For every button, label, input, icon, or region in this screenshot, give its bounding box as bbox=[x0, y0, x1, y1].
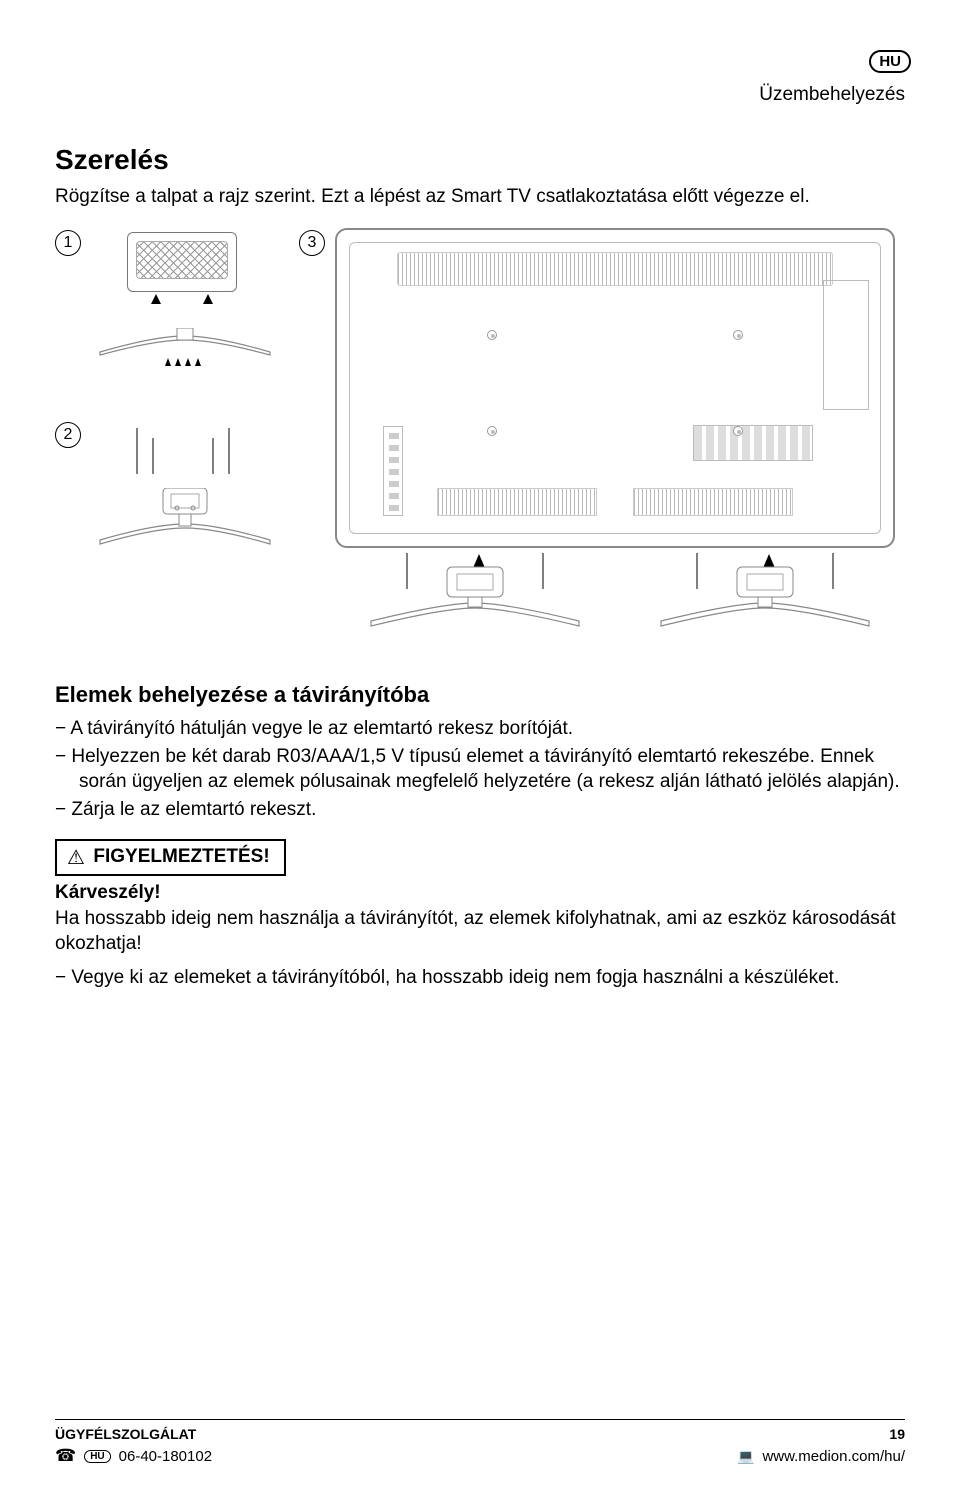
warning-triangle-icon: ⚠ bbox=[67, 845, 85, 870]
batteries-heading: Elemek behelyezése a távirányítóba bbox=[55, 682, 905, 708]
warning-action-list: Vegye ki az elemeket a távirányítóból, h… bbox=[55, 965, 905, 991]
arrow-up-icon bbox=[151, 294, 161, 304]
step-2-marker: 2 bbox=[55, 422, 81, 448]
footer-service-label: ÜGYFÉLSZOLGÁLAT bbox=[55, 1426, 196, 1442]
step2-alignment-lines bbox=[123, 428, 243, 474]
tv-stand-right bbox=[655, 553, 875, 633]
warning-box: ⚠ FIGYELMEZTETÉS! bbox=[55, 839, 286, 876]
step1-bracket-illustration bbox=[127, 232, 237, 292]
footer-url: www.medion.com/hu/ bbox=[762, 1448, 905, 1465]
language-badge: HU bbox=[869, 50, 911, 73]
page-header: HU Üzembehelyezés bbox=[55, 50, 905, 120]
phone-icon: ☎ bbox=[55, 1446, 76, 1466]
step-1-marker: 1 bbox=[55, 230, 81, 256]
warning-text: Ha hosszabb ideig nem használja a távirá… bbox=[55, 906, 905, 957]
step-3-marker: 3 bbox=[299, 230, 325, 256]
page-footer: ÜGYFÉLSZOLGÁLAT 19 ☎ HU 06-40-180102 💻 w… bbox=[55, 1419, 905, 1466]
laptop-icon: 💻 bbox=[737, 1448, 754, 1465]
warning-box-label: FIGYELMEZTETÉS! bbox=[93, 846, 269, 867]
list-item: Zárja le az elemtartó rekeszt. bbox=[55, 797, 905, 823]
tv-rear-illustration bbox=[335, 228, 895, 548]
list-item: Vegye ki az elemeket a távirányítóból, h… bbox=[55, 965, 905, 991]
arrow-up-icon bbox=[203, 294, 213, 304]
batteries-list: A távirányító hátulján vegye le az elemt… bbox=[55, 716, 905, 823]
assembly-heading: Szerelés bbox=[55, 144, 905, 176]
step2-stand-illustration bbox=[95, 488, 275, 548]
warning-headline: Kárveszély! bbox=[55, 882, 905, 904]
step1-screw-arrows bbox=[165, 358, 201, 366]
assembly-intro: Rögzítse a talpat a rajz szerint. Ezt a … bbox=[55, 186, 905, 208]
list-item: Helyezzen be két darab R03/AAA/1,5 V típ… bbox=[55, 744, 905, 795]
step1-stand-illustration bbox=[95, 328, 275, 358]
list-item: A távirányító hátulján vegye le az elemt… bbox=[55, 716, 905, 742]
country-code-badge: HU bbox=[84, 1450, 110, 1463]
page-number: 19 bbox=[889, 1426, 905, 1442]
assembly-diagram: 1 2 3 bbox=[55, 228, 905, 648]
tv-stand-left bbox=[365, 553, 585, 633]
footer-phone: 06-40-180102 bbox=[119, 1448, 212, 1465]
header-subtitle: Üzembehelyezés bbox=[759, 84, 905, 106]
